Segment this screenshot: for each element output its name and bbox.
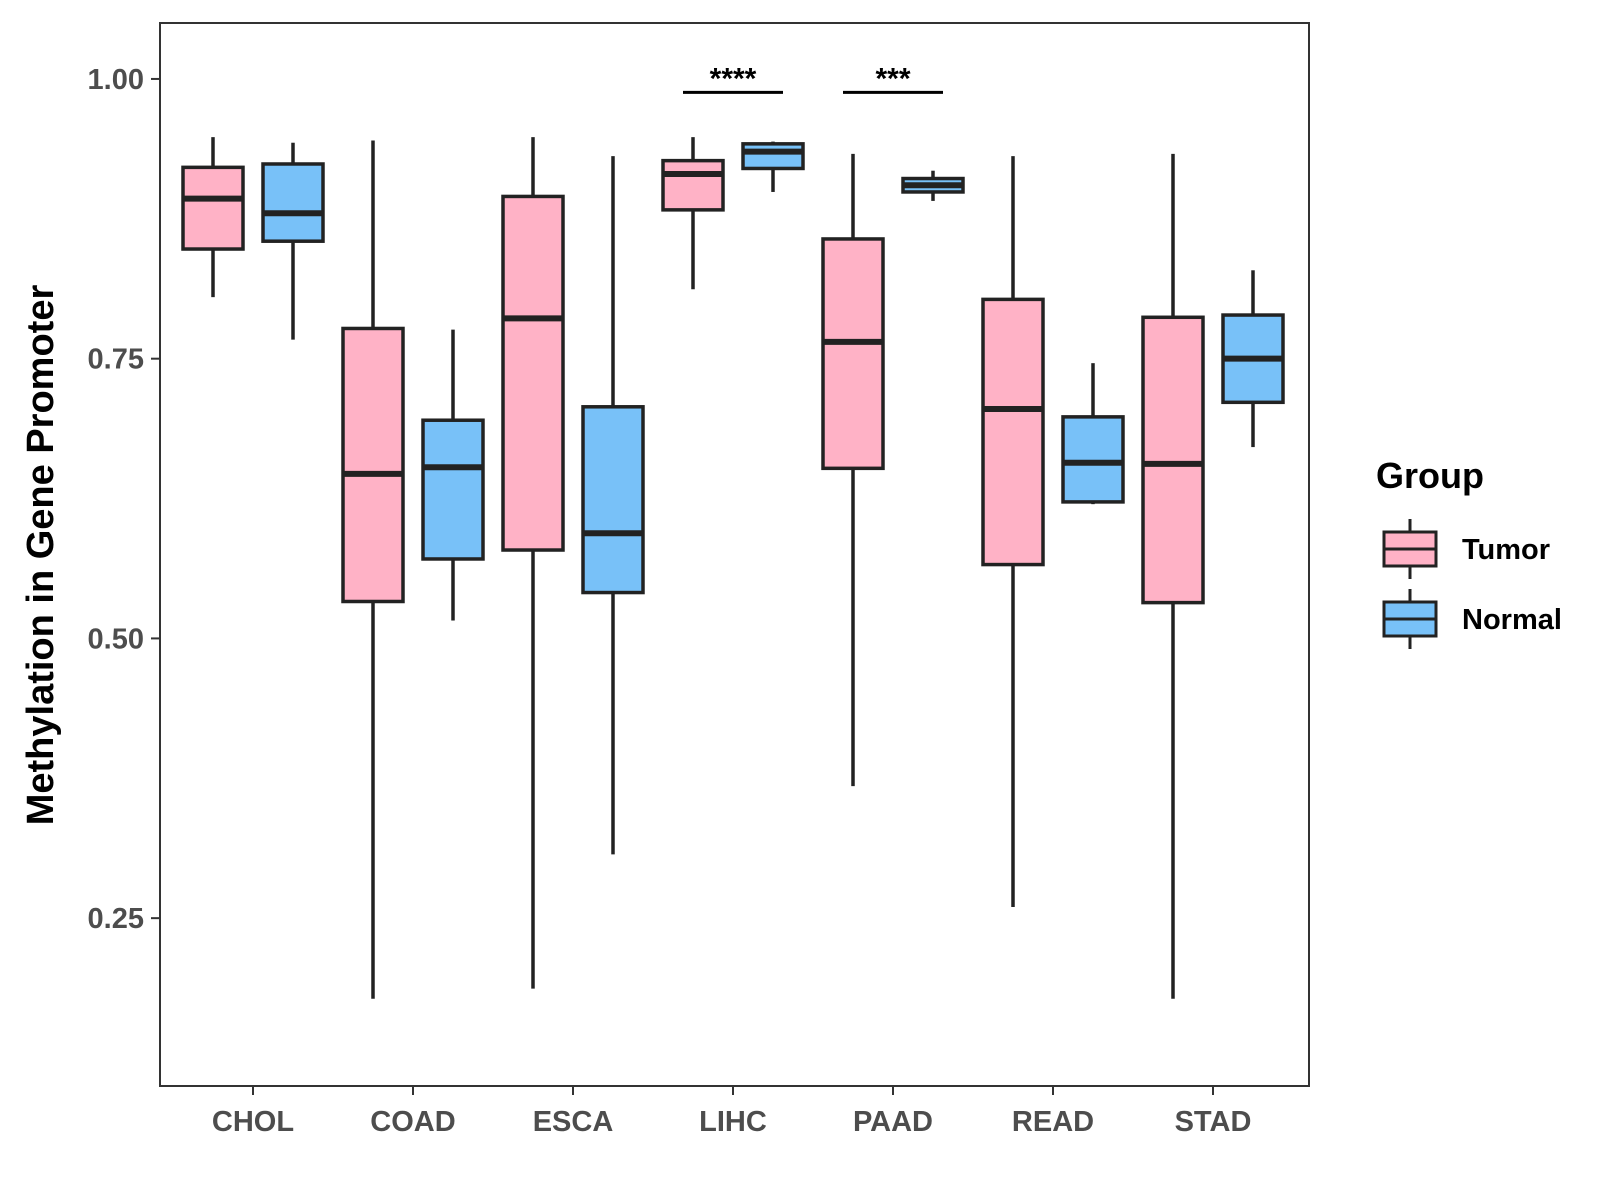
legend-label-normal: Normal (1462, 604, 1562, 636)
tumor-iqr-box (181, 165, 245, 251)
normal-iqr-box (741, 142, 805, 171)
legend-title: Group (1376, 455, 1484, 496)
normal-iqr-box (581, 405, 645, 595)
significance-label-lihc: **** (710, 62, 757, 95)
x-tick-label: READ (1012, 1106, 1094, 1138)
tumor-iqr-box (501, 194, 565, 552)
legend-label-tumor: Tumor (1462, 534, 1550, 566)
y-tick-label: 0.25 (88, 903, 144, 935)
x-tick-label: LIHC (699, 1106, 767, 1138)
x-tick-label: ESCA (533, 1106, 614, 1138)
y-tick-label: 1.00 (88, 64, 144, 96)
tumor-box-esca (501, 137, 565, 989)
significance-label-paad: *** (875, 62, 910, 95)
normal-iqr-box (1061, 415, 1125, 504)
tumor-box-lihc (661, 137, 725, 290)
y-axis: 0.25 0.50 0.75 1.00 (88, 64, 160, 935)
normal-box-chol (261, 142, 325, 340)
tumor-box-read (981, 156, 1045, 907)
normal-box-paad (901, 170, 965, 201)
plot-panel-border (159, 22, 1310, 1087)
normal-box-lihc (741, 141, 805, 192)
tumor-iqr-box (821, 237, 885, 471)
normal-box-esca (581, 156, 645, 855)
x-tick-label: COAD (370, 1106, 455, 1138)
tumor-box-paad (821, 153, 885, 787)
x-tick-label: CHOL (212, 1106, 294, 1138)
normal-iqr-box (261, 162, 325, 243)
normal-box-coad (421, 329, 485, 621)
tumor-box-coad (341, 140, 405, 999)
tumor-iqr-box (341, 326, 405, 604)
y-tick-label: 0.50 (88, 623, 144, 655)
tumor-box-stad (1141, 153, 1205, 999)
x-tick-label: STAD (1175, 1106, 1252, 1138)
normal-box-stad (1221, 270, 1285, 448)
tumor-iqr-box (981, 297, 1045, 567)
x-tick-label: PAAD (853, 1106, 933, 1138)
normal-box-read (1061, 363, 1125, 505)
y-tick-label: 0.75 (88, 344, 144, 376)
legend: Group Tumor Normal (1376, 455, 1562, 649)
x-axis: CHOL COAD ESCA LIHC PAAD READ STAD (212, 1086, 1251, 1138)
tumor-iqr-box (661, 158, 725, 212)
plot-area: **** *** (181, 62, 1285, 999)
tumor-box-chol (181, 137, 245, 298)
y-axis-title: Methylation in Gene Promoter (20, 285, 62, 826)
tumor-iqr-box (1141, 315, 1205, 605)
normal-iqr-box (421, 418, 485, 561)
